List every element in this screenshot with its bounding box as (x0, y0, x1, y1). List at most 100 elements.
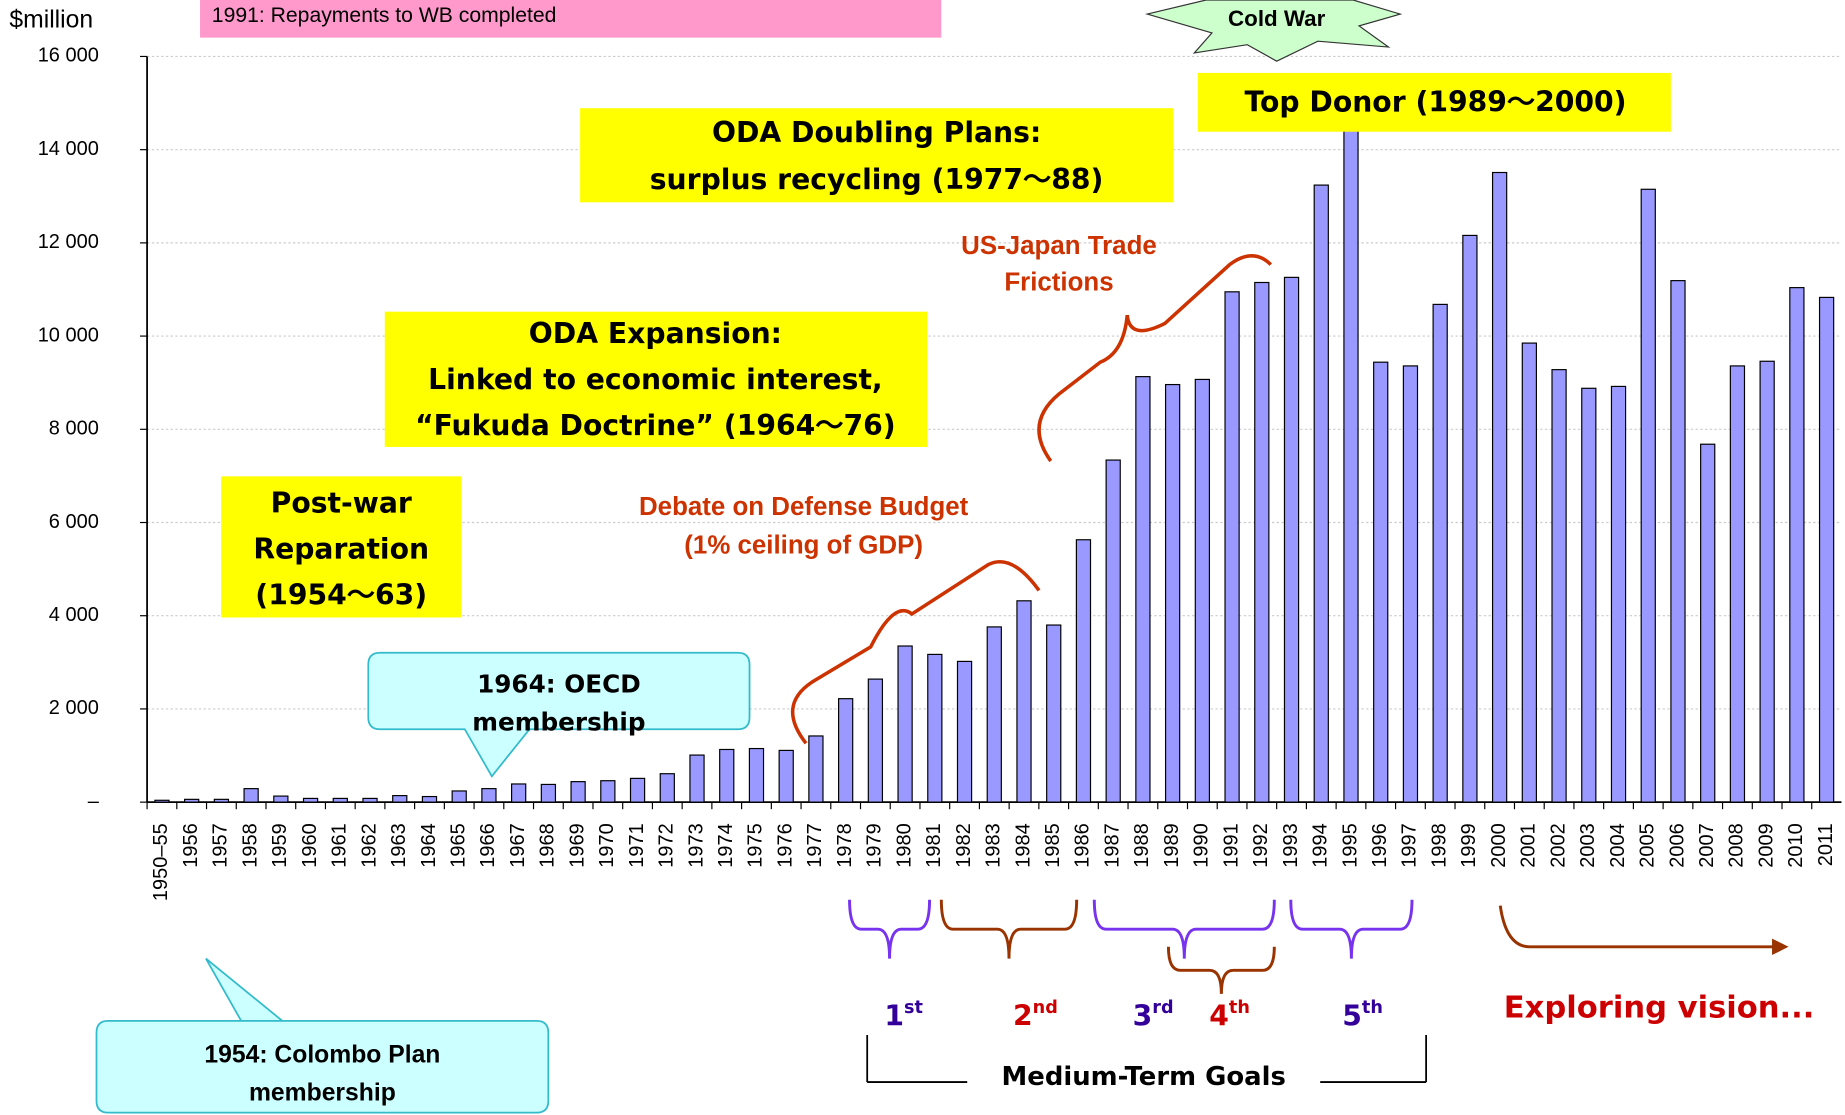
x-tick-label: 1966 (477, 823, 499, 867)
goal-number: 2 (1013, 999, 1033, 1032)
x-tick-label: 1991 (1220, 823, 1242, 867)
goal-number: 5 (1342, 999, 1362, 1032)
bar (1313, 184, 1329, 803)
bar (451, 790, 467, 803)
bar (1164, 383, 1181, 803)
bar (1254, 281, 1270, 803)
y-tick-label: 14 000 (38, 138, 99, 160)
bracket (866, 1035, 1427, 1083)
x-tick-label: 1994 (1310, 823, 1332, 867)
bar (1729, 365, 1746, 803)
callout (367, 651, 751, 778)
x-tick-label: 1995 (1339, 823, 1361, 867)
note-box (221, 476, 462, 618)
x-tick-label: 2011 (1815, 823, 1837, 866)
annotation: 1991: Repayments to WB completed (212, 4, 557, 27)
annotation: membership (249, 1079, 396, 1106)
bar (1046, 624, 1062, 803)
note-box (1197, 72, 1671, 132)
x-tick-label: 1992 (1250, 823, 1272, 867)
x-tick-label: 2004 (1607, 823, 1629, 867)
x-tick-label: 1979 (864, 823, 886, 867)
x-tick-label: 2000 (1488, 823, 1510, 867)
goal-label: 3rd (1133, 998, 1174, 1032)
x-tick-label: 1959 (269, 823, 291, 867)
bar (1135, 376, 1151, 803)
brace (1289, 899, 1414, 959)
bar (1105, 459, 1121, 803)
bar (184, 798, 200, 803)
x-tick-label: 1970 (596, 823, 618, 867)
x-tick-label: 2002 (1547, 823, 1569, 867)
goal-suffix: rd (1152, 998, 1173, 1018)
y-tick-label: 12 000 (38, 231, 99, 253)
x-tick-label: 1988 (1131, 823, 1153, 867)
annotation: surplus recycling (1977～88) (650, 163, 1104, 196)
x-tick-label: 1975 (745, 823, 767, 867)
bar (1581, 387, 1597, 803)
x-tick-label: 2010 (1785, 823, 1807, 867)
goal-suffix: nd (1033, 998, 1058, 1018)
y-tick-label: 6 000 (49, 511, 99, 533)
x-tick-label: 1960 (299, 823, 321, 867)
y-tick-label: – (88, 790, 100, 812)
bar (481, 788, 497, 803)
bar (1373, 361, 1389, 803)
x-tick-label: 1993 (1280, 823, 1302, 867)
brace (1037, 254, 1273, 463)
bar (302, 797, 319, 803)
x-tick-label: 1962 (358, 823, 380, 867)
bar (1491, 171, 1508, 803)
x-tick-label: 2009 (1755, 823, 1777, 867)
bar (1283, 276, 1300, 803)
annotation: 1964: OECD (477, 670, 641, 699)
x-tick-label: 1950–55 (150, 823, 172, 901)
x-tick-label: 1965 (447, 823, 469, 867)
x-tick-label: 1990 (1191, 823, 1213, 867)
x-tick-label: 1974 (715, 823, 737, 867)
y-tick-label: 2 000 (49, 697, 99, 719)
bar (1700, 443, 1716, 803)
goal-suffix: st (904, 998, 923, 1018)
x-tick-label: 2007 (1696, 823, 1718, 867)
bar (154, 799, 170, 803)
x-tick-label: 1999 (1458, 823, 1480, 867)
x-tick-label: 1984 (1012, 823, 1034, 867)
x-tick-label: 1982 (953, 823, 975, 867)
x-tick-label: 1967 (507, 823, 529, 867)
annotation: (1954～63) (255, 578, 427, 611)
bar (1402, 365, 1419, 803)
annotation: “Fukuda Doctrine” (1964～76) (415, 409, 896, 442)
y-tick-label: 4 000 (49, 604, 99, 626)
annotation: Top Donor (1989～2000) (1244, 86, 1626, 119)
x-tick-label: 2005 (1637, 823, 1659, 867)
bar (511, 783, 527, 803)
annotation: (1% ceiling of GDP) (684, 532, 923, 560)
goal-number: 3 (1133, 999, 1153, 1032)
label-bg (969, 1060, 1318, 1094)
bar (1759, 360, 1775, 803)
bar (213, 798, 230, 803)
x-tick-label: 1986 (1072, 823, 1094, 867)
y-axis-label: $million (9, 7, 93, 34)
bar (1818, 296, 1835, 803)
x-tick-label: 1961 (329, 823, 351, 867)
x-tick-label: 1973 (685, 823, 707, 867)
annotation: ODA Doubling Plans: (712, 116, 1041, 149)
x-tick-label: 2001 (1518, 823, 1540, 867)
bar (659, 773, 675, 803)
annotation: ODA Expansion: (529, 317, 782, 350)
bar (1194, 378, 1211, 803)
x-tick-label: 1963 (388, 823, 410, 867)
bar (956, 660, 973, 803)
x-tick-label: 1981 (923, 823, 945, 867)
annotation: Debate on Defense Budget (639, 493, 969, 521)
x-tick-label: 1969 (566, 823, 588, 867)
arrow (1498, 905, 1777, 949)
bar (392, 795, 408, 803)
bar (837, 698, 854, 803)
annotation: membership (472, 707, 645, 736)
brace (790, 560, 1041, 745)
x-tick-label: 1964 (418, 823, 440, 867)
note-box (384, 311, 928, 447)
